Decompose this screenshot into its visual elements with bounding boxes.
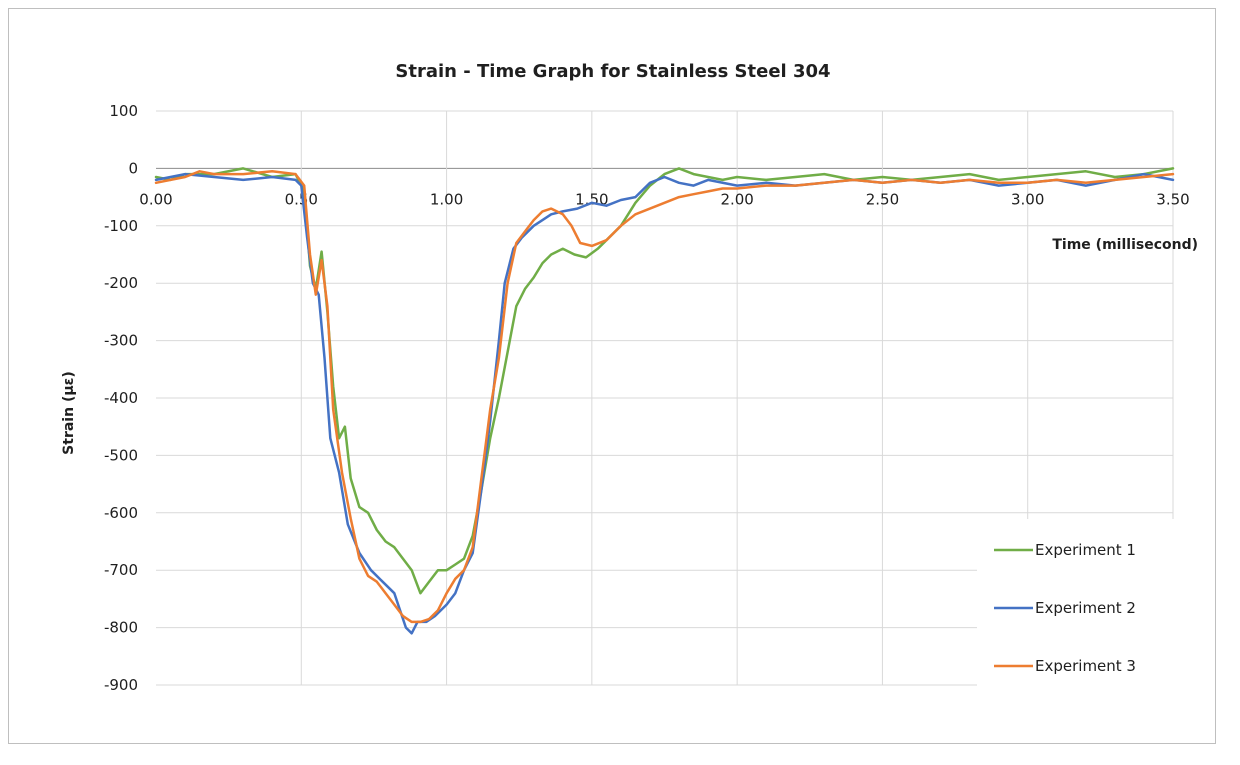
y-tick-label: -300	[104, 332, 138, 350]
y-tick-label: -600	[104, 504, 138, 522]
y-tick-label: -900	[104, 676, 138, 694]
legend: Experiment 1 Experiment 2 Experiment 3	[977, 519, 1187, 699]
y-tick-label: -100	[104, 217, 138, 235]
y-tick-label: -800	[104, 619, 138, 637]
x-tick-label: 1.00	[430, 190, 463, 208]
y-tick-label: -200	[104, 274, 138, 292]
chart-canvas: Strain - Time Graph for Stainless Steel …	[61, 61, 1198, 699]
x-axis-label: Time (millisecond)	[1052, 237, 1198, 253]
x-tick-label: 3.50	[1156, 190, 1189, 208]
y-axis-label: Strain (με)	[61, 371, 77, 455]
chart-title: Strain - Time Graph for Stainless Steel …	[395, 61, 830, 82]
series-lines	[154, 167, 1175, 635]
x-tick-label: 0.50	[285, 190, 318, 208]
x-tick-label: 2.00	[720, 190, 753, 208]
x-tick-label: 2.50	[866, 190, 899, 208]
legend-label: Experiment 1	[1035, 541, 1136, 559]
y-tick-label: -400	[104, 389, 138, 407]
x-tick-labels: 0.00 0.50 1.00 1.50 2.00 2.50 3.00 3.50	[139, 190, 1189, 208]
y-tick-label: 0	[128, 159, 138, 177]
series-line-experiment-3	[154, 170, 1175, 624]
x-tick-label: 0.00	[139, 190, 172, 208]
legend-label: Experiment 2	[1035, 599, 1136, 617]
x-tick-label: 3.00	[1011, 190, 1044, 208]
y-tick-label: 100	[109, 102, 138, 120]
gridlines	[156, 110, 1174, 686]
chart-frame: Strain - Time Graph for Stainless Steel …	[8, 8, 1216, 744]
y-tick-label: -500	[104, 446, 138, 464]
y-tick-label: -700	[104, 561, 138, 579]
legend-label: Experiment 3	[1035, 657, 1136, 675]
y-tick-labels: 100 0 -100 -200 -300 -400 -500 -600 -700 -800 -900	[104, 102, 138, 694]
